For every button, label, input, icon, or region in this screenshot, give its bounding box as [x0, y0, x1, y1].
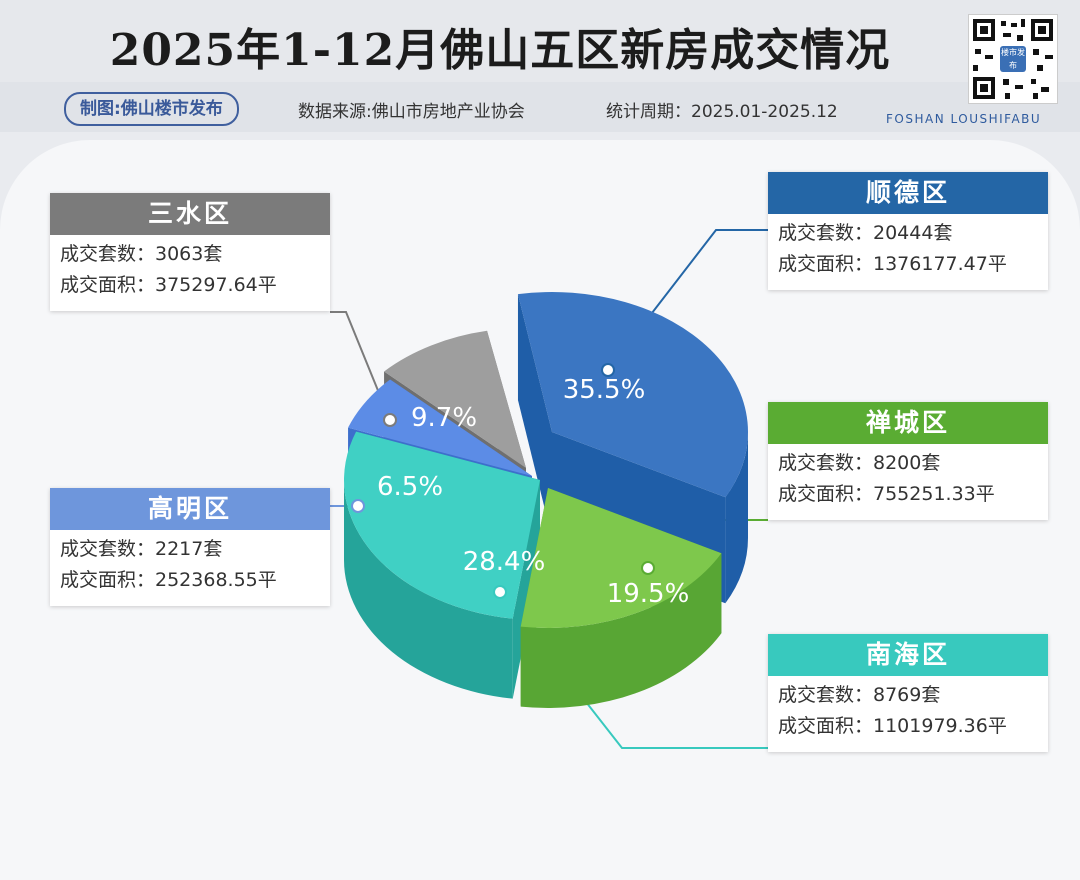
header-bar: 2025年1-12月佛山五区新房成交情况 制图:佛山楼市发布 数据来源:佛山市房…	[0, 0, 1080, 132]
area-sold: 成交面积：252368.55平	[60, 569, 277, 591]
slice-value-label: 35.5%	[563, 375, 646, 405]
area-sold: 成交面积：375297.64平	[60, 274, 277, 296]
area-sold: 成交面积：1101979.36平	[778, 715, 1007, 737]
leader-line	[330, 311, 391, 421]
pie-slice-top	[520, 488, 722, 628]
qr-code-icon	[973, 19, 1053, 99]
district-name: 顺德区	[768, 172, 1048, 214]
slice-value-label: 28.4%	[463, 547, 546, 577]
district-info-box: 南海区成交套数：8769套成交面积：1101979.36平	[768, 634, 1048, 752]
district-name: 高明区	[50, 488, 330, 530]
stat-period: 统计周期：2025.01-2025.12	[606, 102, 838, 122]
slice-value-label: 19.5%	[607, 579, 690, 609]
pie-slice-top	[348, 379, 532, 476]
slice-value-label: 6.5%	[377, 472, 443, 502]
pie-slice-2	[520, 488, 722, 708]
district-info-box: 顺德区成交套数：20444套成交面积：1376177.47平	[768, 172, 1048, 290]
leader-dot	[493, 585, 507, 599]
qr-code: 楼市发布	[968, 14, 1058, 104]
district-info-box: 禅城区成交套数：8200套成交面积：755251.33平	[768, 402, 1048, 520]
pie-slice-3	[344, 431, 540, 699]
slice-value-label: 9.7%	[411, 403, 477, 433]
units-sold: 成交套数：3063套	[60, 243, 223, 265]
units-sold: 成交套数：20444套	[778, 222, 953, 244]
district-name: 禅城区	[768, 402, 1048, 444]
pie-slice-side	[520, 553, 722, 708]
data-source: 数据来源:佛山市房地产业协会	[298, 102, 525, 122]
area-sold: 成交面积：1376177.47平	[778, 253, 1007, 275]
pie-slice-wall	[517, 294, 552, 538]
leader-dot	[351, 499, 365, 513]
units-sold: 成交套数：8200套	[778, 452, 941, 474]
pie-chart: 35.5% 19.5% 28.4% 6.5% 9.7%	[330, 229, 768, 749]
maker-badge: 制图:佛山楼市发布	[64, 92, 239, 126]
district-info-box: 三水区成交套数：3063套成交面积：375297.64平	[50, 193, 330, 311]
pie-slice-top	[344, 431, 540, 619]
leader-dot	[641, 561, 655, 575]
brand-text: FOSHAN LOUSHIFABU	[886, 112, 1042, 126]
district-name: 三水区	[50, 193, 330, 235]
qr-badge: 楼市发布	[1000, 46, 1026, 72]
pie-slice-top	[517, 292, 749, 498]
pie-slice-top	[384, 330, 526, 468]
page-title: 2025年1-12月佛山五区新房成交情况	[109, 25, 891, 76]
leader-dot	[383, 413, 397, 427]
district-name: 南海区	[768, 634, 1048, 676]
header-band	[0, 82, 1080, 132]
pie-slice-side	[725, 432, 748, 604]
leader-dot	[601, 363, 615, 377]
units-sold: 成交套数：8769套	[778, 684, 941, 706]
area-sold: 成交面积：755251.33平	[778, 483, 995, 505]
pie-slice-side	[344, 480, 513, 699]
district-info-box: 高明区成交套数：2217套成交面积：252368.55平	[50, 488, 330, 606]
units-sold: 成交套数：2217套	[60, 538, 223, 560]
